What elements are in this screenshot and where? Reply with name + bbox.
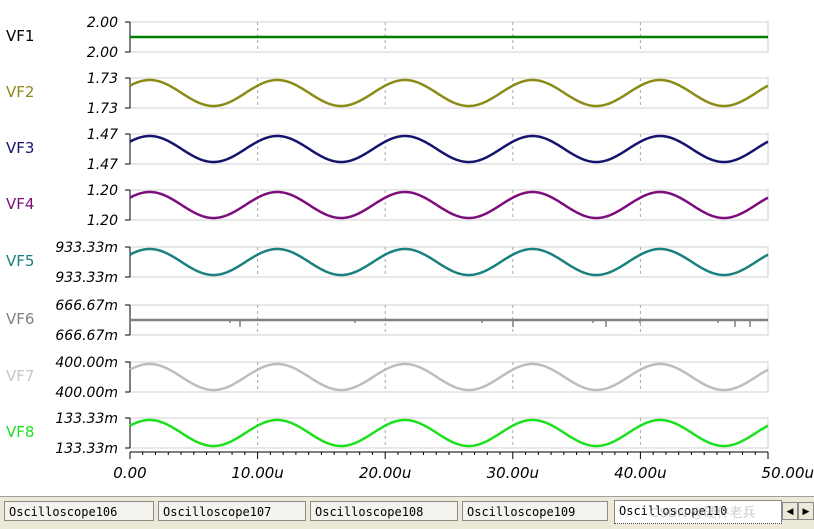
x-tick-label: 50.00u bbox=[762, 464, 814, 482]
tab-oscilloscope110[interactable]: Oscilloscope110 bbox=[614, 500, 782, 524]
x-tick-label: 20.00u bbox=[359, 464, 411, 482]
tab-oscilloscope106[interactable]: Oscilloscope106 bbox=[4, 501, 154, 521]
y-tick-label-bottom: 1.47 bbox=[87, 157, 118, 173]
x-tick-label: 0.00 bbox=[113, 464, 146, 482]
trace-vf3 bbox=[129, 134, 769, 164]
y-tick-label-top: 666.67m bbox=[55, 298, 118, 314]
channel-label: VF3 bbox=[6, 139, 34, 157]
channel-label: VF8 bbox=[6, 423, 34, 441]
y-tick-label-bottom: 933.33m bbox=[55, 270, 118, 286]
trace-vf5 bbox=[129, 247, 769, 277]
y-tick-label-bottom: 1.73 bbox=[87, 101, 118, 117]
y-tick-label-top: 2.00 bbox=[87, 15, 118, 31]
y-tick-label-bottom: 400.00m bbox=[55, 385, 118, 401]
channel-label: VF6 bbox=[6, 310, 34, 328]
tab-bar: Oscilloscope106 Oscilloscope107 Oscillos… bbox=[0, 496, 814, 529]
y-tick-label-bottom: 133.33m bbox=[55, 441, 118, 457]
panel-frame bbox=[129, 133, 769, 165]
x-tick-label: 10.00u bbox=[231, 464, 283, 482]
scroll-right-icon[interactable]: ▶ bbox=[798, 502, 814, 520]
tab-oscilloscope108[interactable]: Oscilloscope108 bbox=[310, 501, 458, 521]
y-tick-label-bottom: 1.20 bbox=[87, 213, 118, 229]
channel-label: VF7 bbox=[6, 367, 34, 385]
x-tick-label: 40.00u bbox=[614, 464, 666, 482]
channel-label: VF2 bbox=[6, 83, 34, 101]
y-tick-label-top: 933.33m bbox=[55, 240, 118, 256]
y-tick-label-top: 133.33m bbox=[55, 411, 118, 427]
y-tick-label-top: 1.73 bbox=[87, 71, 118, 87]
trace-vf2 bbox=[129, 78, 769, 108]
panel-frame bbox=[129, 417, 769, 449]
y-tick-label-top: 1.20 bbox=[87, 183, 118, 199]
oscilloscope-plot: 2.00 2.00 VF1 1.73 1.73 VF2 1.47 1.47 VF3 1.20 1.2… bbox=[6, 15, 814, 482]
channel-label: VF4 bbox=[6, 195, 34, 213]
panel-frame bbox=[129, 246, 769, 278]
tab-oscilloscope107[interactable]: Oscilloscope107 bbox=[158, 501, 306, 521]
panel-frame bbox=[129, 77, 769, 109]
tab-oscilloscope109[interactable]: Oscilloscope109 bbox=[462, 501, 608, 521]
scroll-left-icon[interactable]: ◀ bbox=[782, 502, 798, 520]
panel-frame bbox=[129, 189, 769, 221]
channel-label: VF1 bbox=[6, 27, 34, 45]
trace-vf4 bbox=[129, 190, 769, 220]
panel-frame bbox=[129, 361, 769, 393]
x-tick-label: 30.00u bbox=[487, 464, 539, 482]
channel-label: VF5 bbox=[6, 252, 34, 270]
y-tick-label-top: 400.00m bbox=[55, 355, 118, 371]
y-tick-label-bottom: 2.00 bbox=[87, 45, 118, 61]
y-tick-label-top: 1.47 bbox=[87, 127, 118, 143]
y-tick-label-bottom: 666.67m bbox=[55, 328, 118, 344]
trace-vf8 bbox=[129, 418, 769, 448]
trace-vf7 bbox=[129, 362, 769, 392]
